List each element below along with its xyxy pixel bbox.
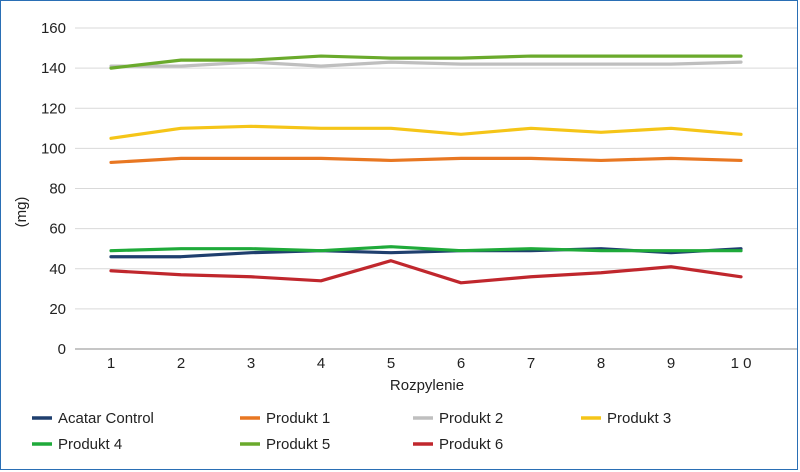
legend: Acatar Control Produkt 1 Produkt 2 Produkt … <box>32 410 671 453</box>
y-tick-label: 40 <box>49 261 66 278</box>
legend-item: Produkt 5 <box>240 436 330 453</box>
x-tick-label: 4 <box>317 355 325 372</box>
legend-label: Produkt 5 <box>266 436 330 453</box>
legend-label: Acatar Control <box>58 410 154 427</box>
x-axis-ticks: 1 2 3 4 5 6 7 8 9 1 0 <box>107 355 752 372</box>
y-axis-title: (mg) <box>13 197 30 228</box>
y-tick-label: 0 <box>58 341 66 358</box>
legend-label: Produkt 2 <box>439 410 503 427</box>
y-tick-label: 120 <box>41 100 66 117</box>
x-tick-label: 7 <box>527 355 535 372</box>
legend-label: Produkt 1 <box>266 410 330 427</box>
series-line-4 <box>109 124 743 140</box>
x-axis-title: Rozpylenie <box>390 377 464 394</box>
legend-label: Produkt 3 <box>607 410 671 427</box>
y-tick-label: 20 <box>49 301 66 318</box>
series-line-3 <box>109 60 743 68</box>
x-tick-label: 1 0 <box>731 355 752 372</box>
legend-item: Acatar Control <box>32 410 154 427</box>
legend-item: Produkt 6 <box>413 436 503 453</box>
series-line-6 <box>109 54 743 70</box>
x-tick-label: 8 <box>597 355 605 372</box>
legend-label: Produkt 6 <box>439 436 503 453</box>
x-tick-label: 2 <box>177 355 185 372</box>
legend-item: Produkt 4 <box>32 436 122 453</box>
y-tick-label: 100 <box>41 140 66 157</box>
legend-item: Produkt 2 <box>413 410 503 427</box>
y-tick-label: 140 <box>41 60 66 77</box>
x-tick-label: 9 <box>667 355 675 372</box>
series-line-2 <box>109 156 743 165</box>
x-tick-label: 6 <box>457 355 465 372</box>
x-tick-label: 1 <box>107 355 115 372</box>
legend-item: Produkt 1 <box>240 410 330 427</box>
x-tick-label: 3 <box>247 355 255 372</box>
x-tick-label: 5 <box>387 355 395 372</box>
y-tick-label: 60 <box>49 221 66 238</box>
gridlines <box>75 27 797 310</box>
series-line-5 <box>109 245 743 253</box>
y-tick-label: 160 <box>41 20 66 37</box>
y-tick-label: 80 <box>49 181 66 198</box>
series-line-7 <box>109 259 743 285</box>
legend-item: Produkt 3 <box>581 410 671 427</box>
y-axis-ticks: 0 20 40 60 80 100 120 140 160 <box>41 20 66 358</box>
series-lines <box>109 54 743 285</box>
legend-label: Produkt 4 <box>58 436 122 453</box>
